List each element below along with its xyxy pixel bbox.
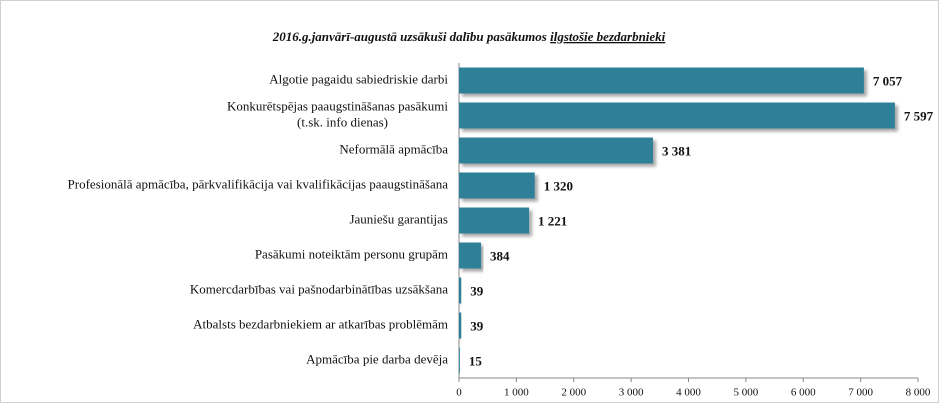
value-label: 39 bbox=[470, 283, 484, 298]
chart-title: 2016.g.janvārī-augustā uzsākuši dalību p… bbox=[272, 29, 666, 44]
label-line: Jauniešu garantijas bbox=[349, 211, 448, 226]
x-tick-label: 1 000 bbox=[504, 387, 529, 399]
x-tick-label: 3 000 bbox=[619, 387, 644, 399]
y-tick-label: Apmācība pie darba devēja bbox=[306, 351, 448, 366]
label-line: Atbalsts bezdarbniekiem ar atkarības pro… bbox=[193, 316, 448, 331]
bar bbox=[459, 102, 895, 129]
label-line: Pasākumi noteiktām personu grupām bbox=[255, 246, 448, 261]
label-line: Komercdarbības vai pašnodarbinātības uzs… bbox=[190, 281, 448, 296]
label-line: Konkurētspējas paaugstināšanas pasākumi bbox=[227, 98, 448, 113]
x-tick-label: 0 bbox=[456, 387, 462, 399]
x-tick-label: 6 000 bbox=[791, 387, 816, 399]
x-tick-label: 8 000 bbox=[906, 387, 931, 399]
x-tick-label: 2 000 bbox=[561, 387, 586, 399]
x-tick-label: 4 000 bbox=[676, 387, 701, 399]
value-label: 1 320 bbox=[544, 178, 573, 193]
value-label: 7 597 bbox=[904, 108, 934, 123]
y-tick-label: Neformālā apmācība bbox=[339, 141, 448, 156]
bar bbox=[459, 277, 462, 304]
title-emphasis: ilgstošie bezdarbnieki bbox=[550, 29, 666, 44]
label-line: Neformālā apmācība bbox=[339, 141, 448, 156]
bar bbox=[459, 347, 460, 374]
bar bbox=[459, 137, 653, 164]
value-label: 15 bbox=[469, 353, 483, 368]
bar bbox=[459, 172, 535, 199]
y-tick-label: Pasākumi noteiktām personu grupām bbox=[255, 246, 448, 261]
label-line: Apmācība pie darba devēja bbox=[306, 351, 448, 366]
bar bbox=[459, 207, 530, 234]
y-tick-label: Komercdarbības vai pašnodarbinātības uzs… bbox=[190, 281, 448, 296]
y-tick-label: Profesionālā apmācība, pārkvalifikācija … bbox=[68, 176, 449, 191]
value-label: 39 bbox=[470, 318, 484, 333]
label-line: Profesionālā apmācība, pārkvalifikācija … bbox=[68, 176, 449, 191]
y-tick-label: Algotie pagaidu sabiedriskie darbi bbox=[269, 71, 448, 86]
value-label: 1 221 bbox=[538, 213, 567, 228]
x-tick-label: 5 000 bbox=[734, 387, 759, 399]
bar bbox=[459, 312, 462, 339]
value-label: 3 381 bbox=[662, 143, 691, 158]
bar bbox=[459, 67, 864, 94]
value-label: 7 057 bbox=[873, 73, 903, 88]
x-tick-label: 7 000 bbox=[848, 387, 873, 399]
y-tick-label: Konkurētspējas paaugstināšanas pasākumi(… bbox=[227, 98, 448, 129]
y-tick-label: Atbalsts bezdarbniekiem ar atkarības pro… bbox=[193, 316, 448, 331]
value-label: 384 bbox=[490, 248, 510, 263]
title-part: 2016.g.janvārī-augustā uzsākuši dalību p… bbox=[272, 29, 547, 44]
bar bbox=[459, 242, 482, 269]
y-tick-label: Jauniešu garantijas bbox=[349, 211, 448, 226]
label-line: Algotie pagaidu sabiedriskie darbi bbox=[269, 71, 448, 86]
label-line: (t.sk. info dienas) bbox=[297, 114, 388, 129]
